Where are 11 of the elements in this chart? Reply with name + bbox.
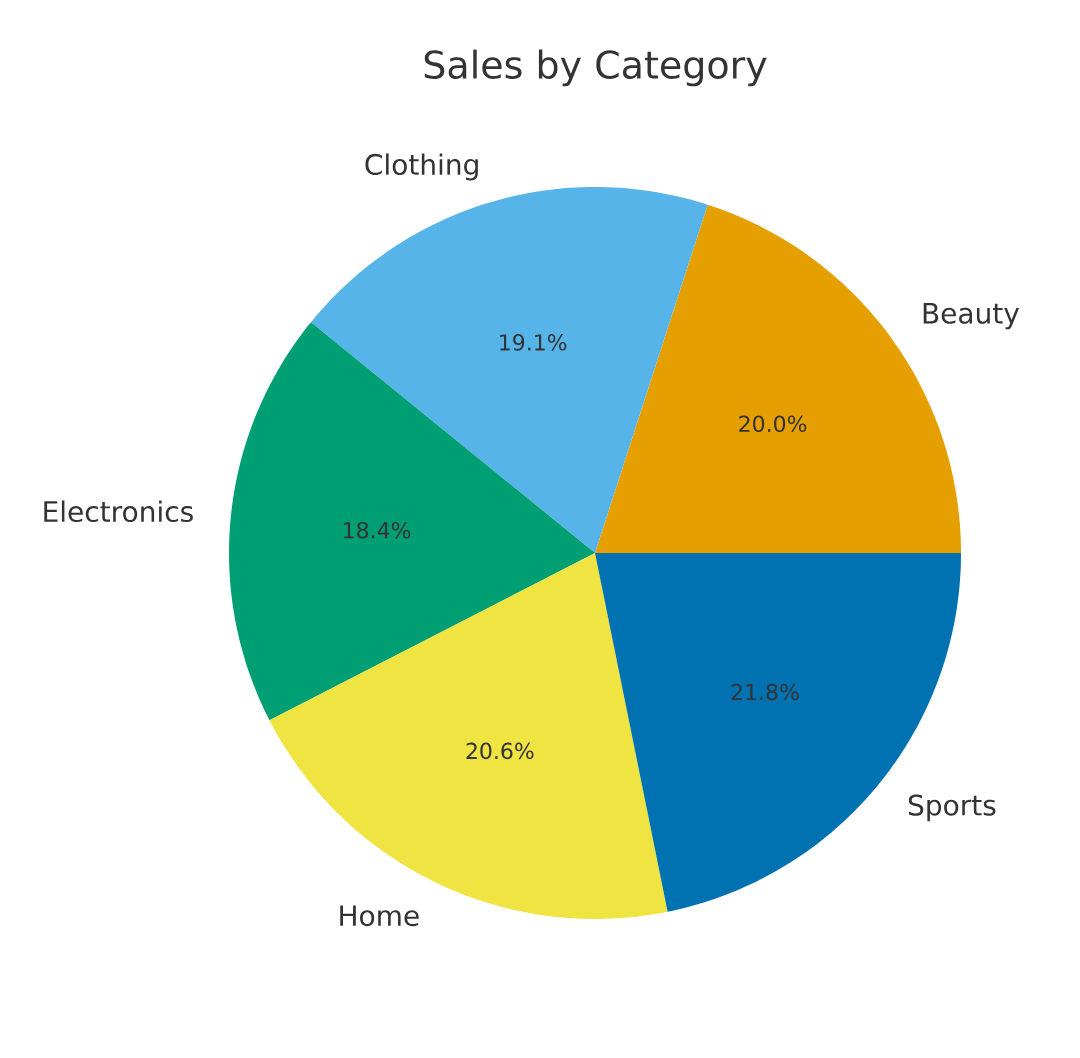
chart-title: Sales by Category	[424, 49, 767, 87]
slice-label: Home	[340, 905, 419, 927]
data-label: 20.0%	[739, 415, 807, 433]
data-label: 19.1%	[500, 334, 567, 351]
data-label: 18.4%	[344, 521, 411, 539]
slice-label: Clothing	[365, 153, 478, 181]
data-label: 21.8%	[731, 683, 799, 701]
slice-label: Electronics	[44, 500, 193, 523]
slice-label: Beauty	[923, 303, 1020, 330]
slice-label: Sports	[908, 794, 996, 822]
data-label: 20.6%	[466, 742, 534, 760]
